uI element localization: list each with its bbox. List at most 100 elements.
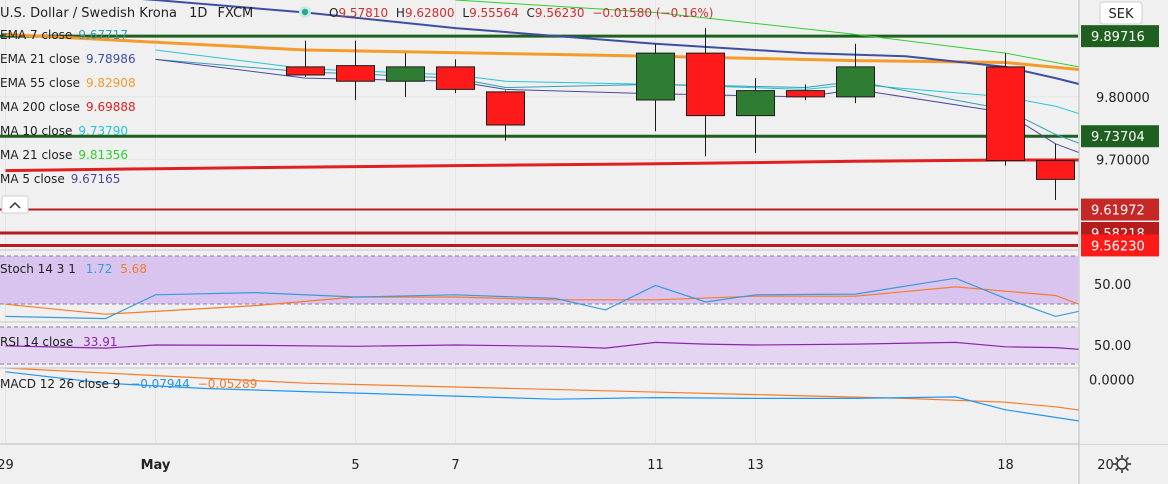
symbol-title[interactable]: U.S. Dollar / Swedish Krona [0,6,177,21]
overlay-ema-55 [5,32,1156,79]
macd-axis-tick-label: 0.0000 [1089,373,1135,388]
open-value: 9.57810 [338,6,388,20]
stoch-k-value: 1.72 [86,262,113,276]
currency-button-label[interactable]: SEK [1109,7,1134,22]
rsi-value: 33.91 [83,335,117,349]
candle-down[interactable] [986,66,1025,162]
indicator-legend-label: MA 10 close [0,124,72,138]
indicator-legend-row[interactable]: EMA 21 close 9.78986 [0,52,136,66]
rsi-legend-label: RSI 14 close [0,335,73,349]
time-axis[interactable]: 29May57111318202527 [0,458,1168,473]
time-tick-label: 18 [997,458,1014,473]
time-tick-label: 5 [351,458,359,473]
stoch-d-value: 5.68 [120,262,147,276]
indicator-legend-row[interactable]: MA 10 close 9.73790 [0,124,128,138]
gear-icon-teeth[interactable] [1113,455,1131,473]
rsi-lines [5,341,1156,353]
time-tick-label: 20 [1097,458,1114,473]
candle-down[interactable] [1036,160,1075,180]
close-value: 9.56230 [535,6,585,20]
macd-line [5,371,1156,440]
candle-up[interactable] [736,90,775,117]
stochastic-pane[interactable] [0,255,1156,320]
indicator-legend-value: 9.69888 [86,100,136,114]
rsi-legend[interactable]: RSI 14 close 33.91 [0,335,118,349]
open-label: O [329,6,338,20]
close-label: C [527,6,535,20]
price-tag-bg [1081,198,1159,221]
time-tick-label: 7 [451,458,459,473]
candle-down[interactable] [486,91,525,126]
price-axis[interactable] [1079,0,1168,444]
high-value: 9.62800 [405,6,455,20]
price-tick-label: 9.70000 [1096,153,1150,168]
gear-icon[interactable] [1116,458,1128,470]
candle-up[interactable] [636,52,675,101]
indicator-legend-label: MA 200 close [0,100,80,114]
rsi-pane[interactable] [0,326,1156,365]
indicator-legend-label: EMA 21 close [0,52,80,66]
indicator-legend-row[interactable]: MA 5 close 9.67165 [0,172,120,186]
svg-text:U.S. Dollar / Swedish Krona: U.S. Dollar / Swedish Krona 1D FXCM [0,6,253,21]
currency-button[interactable]: SEK [1099,1,1143,25]
indicator-legend-row[interactable]: EMA 7 close 9.67717 [0,28,128,42]
indicator-legend-row[interactable]: MA 200 close 9.69888 [0,100,136,114]
macd-legend-label: MACD 12 26 close 9 [0,377,120,391]
stoch-legend[interactable]: Stoch 14 3 1 1.72 5.68 [0,262,147,276]
price-tag-label: 9.89716 [1091,30,1145,45]
symbol-header: U.S. Dollar / Swedish Krona 1D FXCM O9.5… [0,6,713,21]
price-tag-label: 9.61972 [1091,204,1145,219]
price-tag-label: 9.56230 [1091,239,1145,254]
indicator-legend-label: EMA 7 close [0,28,72,42]
currency-button-bg[interactable] [1099,1,1143,25]
indicator-legend-value: 9.73790 [78,124,128,138]
indicator-legend-label: MA 5 close [0,172,65,186]
indicator-legend-value: 9.81356 [78,148,128,162]
stoch-legend-label: Stoch 14 3 1 [0,262,76,276]
market-status-icon [301,8,309,16]
candlesticks[interactable] [286,28,1168,250]
chevron-up-icon[interactable] [9,201,21,209]
time-tick-label: May [141,458,171,473]
macd-lines [5,367,1156,440]
candle-up[interactable] [386,66,425,82]
rsi-line [5,341,1156,353]
horizontal-levels [0,34,1078,247]
price-axis-ticks: 9.80000 9.70000 [1096,91,1150,169]
collapse-legend-button[interactable] [1,195,29,214]
change-value: −0.01580 (−0.16%) [592,6,713,20]
macd-pane[interactable] [5,367,1156,440]
stoch-k-line [5,277,1156,320]
stoch-band [0,256,1078,304]
candle-up[interactable] [836,66,875,98]
rsi-axis-tick-label: 50.00 [1094,339,1131,354]
overlay-ema-21 [141,0,1156,105]
high-label: H [396,6,405,20]
settings-button[interactable] [1113,455,1131,473]
indicator-legend-label: MA 21 close [0,148,72,162]
candle-down[interactable] [686,52,725,117]
main-price-pane[interactable] [0,0,1168,250]
price-tag-bg [1081,234,1159,257]
low-label: L [462,6,469,20]
indicator-legend-value: 9.82908 [86,76,136,90]
time-tick-label: 11 [647,458,664,473]
indicator-legend-row[interactable]: EMA 55 close 9.82908 [0,76,136,90]
stoch-d-line [5,286,1156,317]
macd-signal-value: −0.05289 [198,377,258,391]
svg-text:O9.57810 H9.62800: O9.57810 H9.62800 L9.55564 C9.56230 −0.0… [329,6,713,20]
collapse-legend-bg[interactable] [1,195,29,214]
macd-legend[interactable]: MACD 12 26 close 9 −0.07944 −0.05289 [0,377,257,391]
interval[interactable]: 1D [189,6,207,21]
candle-down[interactable] [336,65,375,82]
macd-signal-line [5,367,1156,421]
candle-down[interactable] [436,66,475,90]
candle-down[interactable] [786,90,825,98]
indicator-legend-value: 9.67165 [71,172,121,186]
candle-down[interactable] [286,66,325,76]
indicator-legend-row[interactable]: MA 21 close 9.81356 [0,148,128,162]
price-tag-bg [1081,125,1159,148]
